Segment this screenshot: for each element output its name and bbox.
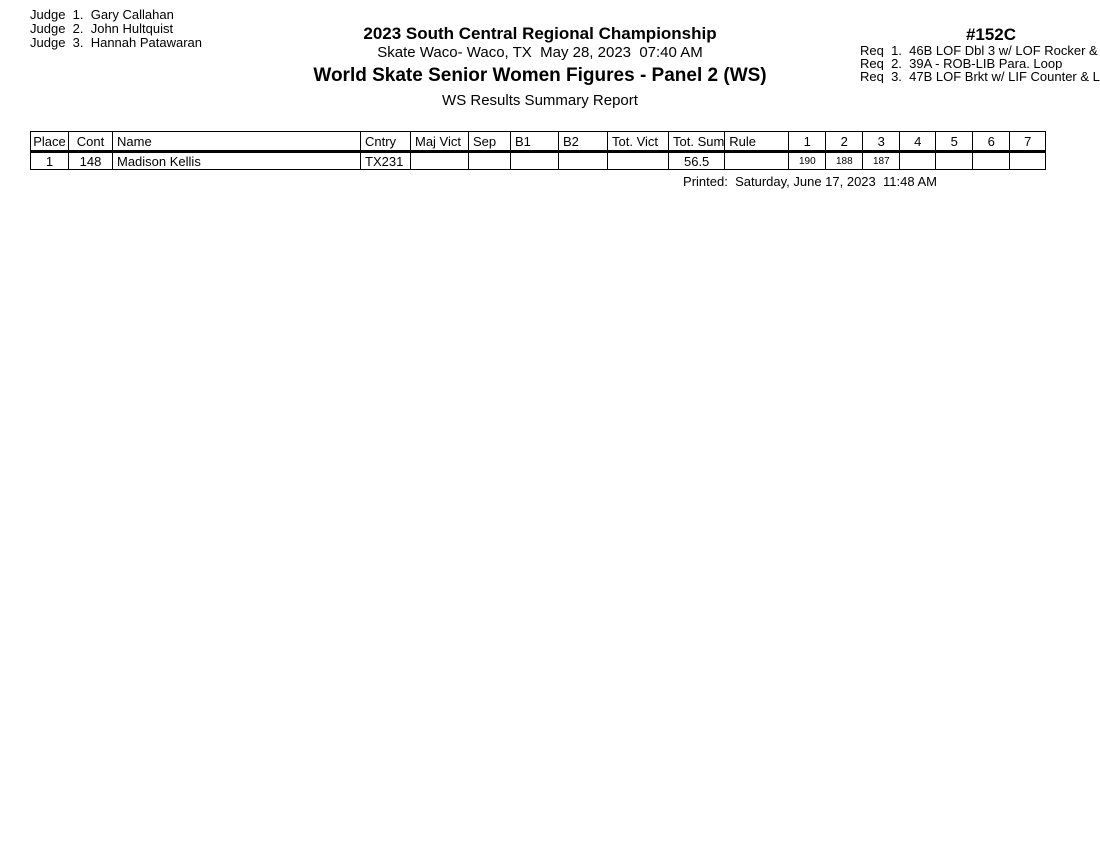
printed-timestamp: Printed: Saturday, June 17, 2023 11:48 A… <box>683 174 937 189</box>
cell-cont: 148 <box>68 151 113 170</box>
col-header-judge-1: 1 <box>788 131 827 153</box>
cell-judge-3-score: 187 <box>862 151 901 170</box>
championship-title: 2023 South Central Regional Championship <box>363 24 717 43</box>
cell-b2 <box>558 151 608 170</box>
col-header-judge-3: 3 <box>862 131 901 153</box>
col-header-rule: Rule <box>724 131 790 153</box>
col-header-place: Place <box>30 131 69 153</box>
col-header-sep: Sep <box>468 131 511 153</box>
report-title: WS Results Summary Report <box>442 92 638 109</box>
venue-date-line: Skate Waco- Waco, TX May 28, 2023 07:40 … <box>377 44 703 61</box>
event-info-block: #152C Req 1. 46B LOF Dbl 3 w/ LOF Rocker… <box>860 25 1100 83</box>
cell-rule <box>724 151 790 170</box>
col-header-tot-sum: Tot. Sum <box>667 131 726 153</box>
cell-judge-7-score <box>1009 151 1047 170</box>
requirement-line-2: Req 2. 39A - ROB-LIB Para. Loop <box>860 57 1063 70</box>
cell-maj-vict <box>410 151 469 170</box>
col-header-b2: B2 <box>558 131 608 153</box>
col-header-tot-vict: Tot. Vict <box>607 131 669 153</box>
event-title: World Skate Senior Women Figures - Panel… <box>313 65 767 86</box>
judge-line-1: Judge 1. Gary Callahan <box>30 7 174 22</box>
col-header-judge-7: 7 <box>1009 131 1047 153</box>
cell-sep <box>468 151 511 170</box>
col-header-maj-vict: Maj Vict <box>410 131 469 153</box>
col-header-judge-6: 6 <box>972 131 1011 153</box>
judge-line-2: Judge 2. John Hultquist <box>30 21 174 36</box>
col-header-judge-5: 5 <box>935 131 974 153</box>
col-header-cont: Cont <box>68 131 113 153</box>
cell-judge-2-score: 188 <box>825 151 864 170</box>
cell-tot-sum: 56.5 <box>667 151 726 170</box>
judge-line-3: Judge 3. Hannah Patawaran <box>30 35 203 50</box>
results-table: Place Cont Name Cntry Maj Vict Sep B1 B2… <box>30 131 1047 170</box>
cell-name: Madison Kellis <box>112 151 361 170</box>
cell-judge-5-score <box>935 151 974 170</box>
report-header: 2023 South Central Regional Championship… <box>0 24 1080 110</box>
event-number: #152C <box>965 25 1017 44</box>
judges-list: Judge 1. Gary Callahan Judge 2. John Hul… <box>30 8 202 50</box>
requirement-line-1: Req 1. 46B LOF Dbl 3 w/ LOF Rocker & <box>860 44 1098 57</box>
cell-judge-1-score: 190 <box>788 151 827 170</box>
cell-judge-4-score <box>899 151 937 170</box>
cell-tot-vict <box>607 151 669 170</box>
cell-judge-6-score <box>972 151 1011 170</box>
col-header-judge-4: 4 <box>899 131 937 153</box>
table-row: 1 148 Madison Kellis TX231 56.5 190 188 … <box>30 151 1047 170</box>
requirement-line-3: Req 3. 47B LOF Brkt w/ LIF Counter & LI <box>860 70 1100 83</box>
table-header-row: Place Cont Name Cntry Maj Vict Sep B1 B2… <box>30 131 1047 153</box>
col-header-b1: B1 <box>510 131 559 153</box>
col-header-cntry: Cntry <box>360 131 411 153</box>
col-header-judge-2: 2 <box>825 131 864 153</box>
col-header-name: Name <box>112 131 361 153</box>
cell-place: 1 <box>30 151 69 170</box>
cell-b1 <box>510 151 559 170</box>
cell-cntry: TX231 <box>360 151 411 170</box>
